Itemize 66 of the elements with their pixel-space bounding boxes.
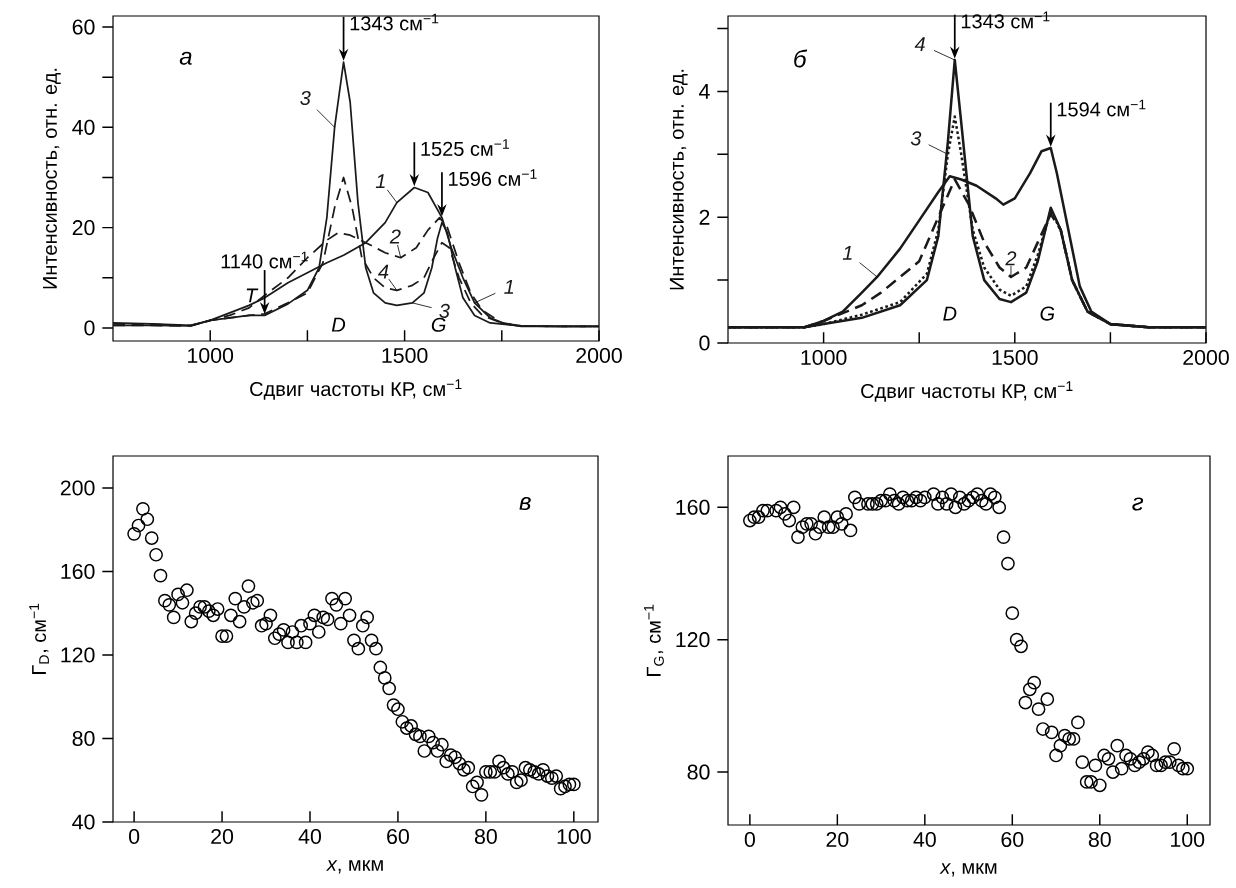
series-label: 3	[910, 131, 922, 146]
y-tick-label: 40	[72, 119, 95, 135]
series-label: 4	[914, 37, 925, 51]
x-tick-label: 1000	[801, 349, 847, 366]
x-tick-label: 80	[474, 828, 497, 845]
y-tick-label: 120	[61, 647, 95, 663]
annotation: б	[794, 49, 808, 68]
y-tick-label: 4	[699, 84, 710, 99]
y-tick-label: 200	[60, 480, 95, 496]
annotation: 1343 см$^{−1}$	[350, 13, 439, 31]
y-axis-title: Интенсивность, отн. ед.	[669, 69, 688, 290]
annotation: D	[943, 306, 957, 321]
x-tick-label: 1000	[188, 347, 234, 364]
y-tick-label: 40	[72, 814, 95, 830]
x-axis-title: Сдвиг частоты КР, см$^{−1}$	[861, 381, 1073, 402]
annotation: T	[246, 288, 259, 303]
text: 3	[300, 90, 311, 106]
x-tick-label: 20	[826, 831, 849, 848]
x-axis-title: Сдвиг частоты КР, см$^{−1}$	[250, 379, 462, 400]
x-axis-title: x, мкм	[326, 860, 383, 874]
annotation: в	[519, 497, 531, 511]
x-tick-label: 20	[211, 828, 234, 845]
x-tick-label: 60	[387, 828, 409, 845]
x-axis-title: x, мкм	[939, 863, 997, 877]
annotation: G	[431, 317, 446, 332]
annotation: 1525 см$^{−1}$	[421, 139, 509, 156]
annotation: г	[1132, 497, 1144, 511]
x-tick-label: 0	[744, 831, 755, 848]
x-tick-label: 80	[1088, 831, 1111, 848]
series-label: 1	[842, 246, 852, 260]
y-axis-title: Γ$_{G}$, см$^{−1}$	[643, 604, 664, 676]
y-tick-label: 160	[676, 499, 710, 515]
y-axis-title: Интенсивность, отн. ед.	[43, 68, 61, 289]
annotation: 1140 см$^{−1}$	[221, 251, 308, 269]
annotation: 1594 см$^{−1}$	[1057, 99, 1146, 117]
x-tick-label: 40	[913, 831, 936, 848]
series-label: 2	[1005, 251, 1017, 266]
y-axis-title: Γ$_{D}$, см$^{−1}$	[29, 603, 49, 674]
x-tick-label: 40	[298, 828, 322, 845]
x-tick-label: 1500	[382, 347, 428, 364]
annotation: 1343 см$^{−1}$	[961, 11, 1050, 29]
x-tick-label: 100	[1171, 831, 1205, 848]
x-tick-label: 2000	[576, 347, 622, 364]
x-tick-label: 60	[1001, 831, 1024, 848]
annotation: D	[331, 317, 346, 332]
y-tick-label: 80	[687, 764, 710, 780]
y-tick-label: 20	[72, 220, 95, 236]
x-tick-label: 2000	[1183, 349, 1229, 366]
x-tick-label: 0	[129, 828, 140, 845]
x-tick-label: 1500	[992, 349, 1038, 366]
y-tick-label: 160	[61, 563, 95, 579]
y-tick-label: 60	[72, 19, 95, 35]
annotation: 1596 см$^{−1}$	[449, 169, 537, 186]
series-label: 3	[439, 303, 450, 318]
y-tick-label: 0	[84, 320, 95, 336]
y-tick-label: 80	[72, 730, 95, 747]
annotation: G	[1040, 306, 1055, 321]
series-label: 4	[378, 264, 389, 279]
x-tick-label: 100	[557, 828, 591, 845]
series-label: 1	[375, 174, 385, 189]
annotation: а	[179, 51, 192, 65]
y-tick-label: 0	[699, 335, 710, 351]
y-tick-label: 120	[676, 632, 710, 648]
series-label: 2	[389, 229, 401, 244]
text: 1	[504, 279, 514, 294]
y-tick-label: 2	[699, 209, 710, 225]
